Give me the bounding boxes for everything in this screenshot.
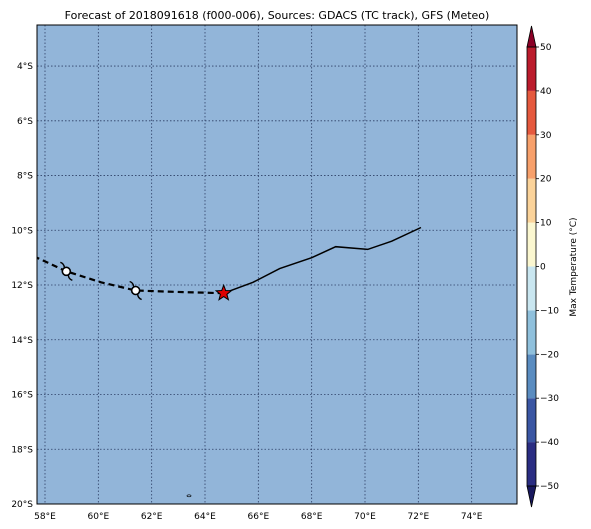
lon-tick-label: 66°E (248, 512, 270, 522)
colorbar-segment (527, 222, 536, 267)
lon-tick-label: 68°E (301, 512, 323, 522)
cyclone-symbol-icon (60, 261, 73, 282)
colorbar-segment (527, 310, 536, 355)
colorbar-tick-label: 50 (540, 43, 552, 53)
lat-tick-label: 4°S (17, 62, 33, 72)
colorbar-tick-label: 30 (540, 131, 552, 141)
lon-tick-label: 64°E (194, 512, 216, 522)
colorbar-segment (527, 442, 536, 486)
colorbar-tick-label: −10 (540, 306, 559, 316)
colorbar-segment (527, 178, 536, 223)
colorbar-over-extension (526, 25, 537, 48)
map-panel: 58°E 60°E 62°E 64°E 66°E 68°E 70°E 72°E 74°E 4°S… (11, 24, 518, 522)
colorbar-segment (527, 398, 536, 443)
colorbar-segment (527, 134, 536, 179)
lat-tick-label: 8°S (17, 172, 33, 182)
current-position-star-icon (214, 283, 233, 301)
lat-tick-label: 20°S (11, 500, 33, 510)
colorbar-under-extension (526, 485, 537, 508)
cyclone-symbol-icon (129, 280, 142, 301)
colorbar-tick-label: −40 (540, 438, 559, 448)
latitude-tick-labels: 4°S 6°S 8°S 10°S 12°S 14°S 16°S 18°S 20°S (11, 62, 33, 510)
colorbar-tick-label: 40 (540, 87, 552, 97)
lon-tick-label: 58°E (34, 512, 56, 522)
lon-tick-label: 60°E (88, 512, 110, 522)
colorbar-segment (527, 354, 536, 399)
lat-tick-label: 6°S (17, 117, 33, 127)
colorbar-segment (527, 90, 536, 135)
colorbar-label: Max Temperature (°C) (569, 217, 579, 316)
lat-tick-label: 18°S (11, 445, 33, 455)
colorbar-tick-label: 10 (540, 219, 552, 229)
map-frame (36, 24, 518, 505)
colorbar-tick-label: −30 (540, 394, 559, 404)
lat-tick-label: 12°S (11, 281, 33, 291)
lon-tick-label: 62°E (141, 512, 163, 522)
lon-tick-label: 72°E (408, 512, 430, 522)
lon-tick-label: 70°E (354, 512, 376, 522)
colorbar-segment (527, 266, 536, 311)
colorbar-segment (527, 47, 536, 91)
lat-tick-label: 16°S (11, 391, 33, 401)
past-track-line (223, 226, 422, 294)
longitude-tick-labels: 58°E 60°E 62°E 64°E 66°E 68°E 70°E 72°E 74°E (34, 512, 483, 522)
colorbar-tick-label: 20 (540, 175, 552, 185)
storm-tracks (36, 226, 422, 498)
lat-tick-label: 14°S (11, 336, 33, 346)
forecast-track-line (36, 256, 224, 295)
colorbar-tick-label: −20 (540, 350, 559, 360)
colorbar-tick-label: 0 (540, 263, 546, 273)
island-outline (186, 494, 192, 498)
colorbar: −50 −40 −30 −20 −10 0 10 20 30 40 50 (526, 25, 559, 508)
lat-tick-label: 10°S (11, 226, 33, 236)
colorbar-tick-label: −50 (540, 482, 559, 492)
ocean-background (37, 25, 517, 504)
figure-title: Forecast of 2018091618 (f000-006), Sourc… (65, 9, 490, 22)
lon-tick-label: 74°E (461, 512, 483, 522)
